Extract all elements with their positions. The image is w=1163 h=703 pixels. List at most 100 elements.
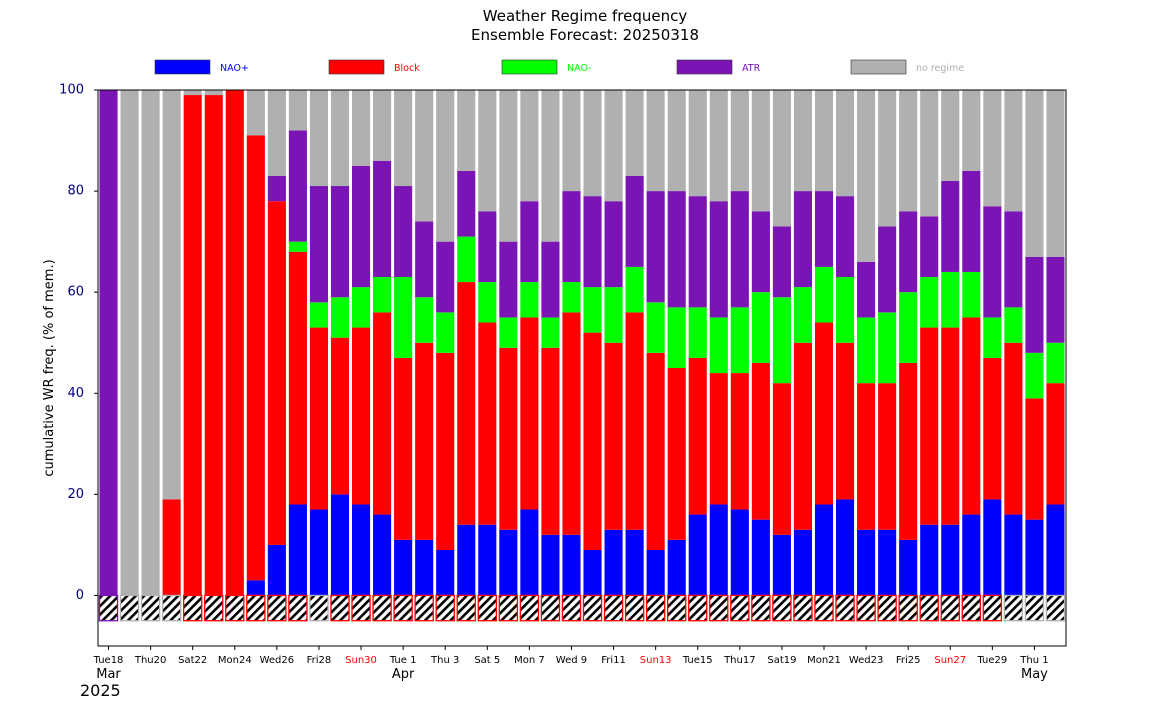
- bar-segment: [562, 282, 581, 313]
- bar-segment: [246, 135, 265, 581]
- month-label: May: [1021, 667, 1048, 682]
- bar-segment: [394, 277, 413, 358]
- regime-indicator: [456, 594, 476, 622]
- bar-segment: [288, 241, 307, 252]
- bar-segment: [857, 529, 876, 596]
- bar-segment: [99, 90, 118, 596]
- bar-segment: [541, 241, 560, 318]
- bar-segment: [351, 327, 371, 505]
- bar-segment: [814, 90, 834, 192]
- bar-segment: [478, 524, 497, 596]
- bar-segment: [1046, 383, 1065, 505]
- bar-segment: [646, 191, 665, 303]
- legend-swatch: [676, 59, 733, 75]
- bar-segment: [878, 529, 897, 596]
- regime-indicator: [982, 594, 1003, 622]
- bar-segment: [183, 95, 202, 596]
- bar-segment: [457, 524, 476, 596]
- bar-segment: [793, 342, 813, 530]
- regime-indicator: [1045, 594, 1066, 622]
- bar-segment: [962, 271, 981, 318]
- x-tick-label: Tue15: [682, 655, 713, 666]
- bar-segment: [646, 352, 665, 550]
- bar-segment: [772, 534, 791, 596]
- bar-segment: [436, 90, 455, 242]
- bar-segment: [373, 312, 392, 515]
- bar-segment: [604, 287, 623, 343]
- regime-indicator: [140, 594, 161, 622]
- bar-segment: [267, 90, 286, 176]
- x-axis: Tue18 Thu20 Sat22 Mon24 Wed26 Fri28 Sun30 Tue 1…: [80, 646, 1049, 700]
- bar-segment: [983, 357, 1002, 500]
- bar-segment: [962, 514, 981, 596]
- regime-indicator: [435, 594, 455, 622]
- bar-segment: [1025, 519, 1044, 596]
- regime-indicator: [603, 594, 624, 622]
- x-tick-label: Sun30: [345, 655, 377, 666]
- regime-indicator: [709, 594, 729, 622]
- bar-segment: [625, 90, 644, 176]
- bar-segment: [562, 534, 581, 596]
- legend-swatch: [850, 59, 907, 75]
- bar-segment: [857, 90, 876, 262]
- legend-swatch: [328, 59, 385, 75]
- bar-segment: [983, 317, 1002, 358]
- regime-indicator: [225, 594, 245, 622]
- x-tick-label: Thu 1: [1019, 655, 1048, 666]
- regime-indicator: [498, 594, 519, 622]
- bar-segment: [351, 504, 371, 596]
- bar-segment: [288, 130, 307, 242]
- bar-segment: [330, 90, 350, 187]
- bar-segment: [941, 180, 960, 272]
- bar-segment: [141, 90, 160, 596]
- x-tick-label: Sat22: [178, 655, 207, 666]
- bar-segment: [457, 170, 476, 237]
- regime-indicator: [288, 594, 308, 622]
- bar-segment: [478, 211, 497, 283]
- x-tick-label: Sat19: [767, 655, 796, 666]
- bar-segment: [604, 90, 623, 202]
- bar-segment: [351, 287, 371, 328]
- bar-segment: [436, 241, 455, 313]
- y-tick-label: 100: [59, 83, 84, 98]
- bar-segment: [1025, 352, 1044, 399]
- regime-indicator: [624, 594, 645, 622]
- bar-segment: [520, 317, 539, 510]
- bar-segment: [920, 327, 939, 525]
- bar-segment: [1046, 90, 1065, 257]
- bar-segment: [751, 90, 770, 212]
- bar-segment: [499, 347, 518, 530]
- x-tick-label: Tue18: [93, 655, 124, 666]
- bar-segment: [899, 90, 918, 212]
- bar-segment: [351, 165, 371, 288]
- legend-label: NAO-: [567, 63, 592, 74]
- bar-segment: [941, 524, 960, 596]
- regime-indicator: [351, 594, 371, 622]
- y-axis-label: cumulative WR freq. (% of mem.): [42, 259, 57, 476]
- bar-segment: [835, 90, 855, 197]
- bar-segment: [120, 90, 139, 596]
- bar-segment: [478, 322, 497, 525]
- bar-segment: [667, 307, 686, 368]
- bar-segment: [646, 302, 665, 353]
- x-tick-label: Wed 9: [556, 655, 587, 666]
- x-tick-label: Thu17: [723, 655, 756, 666]
- bar-segment: [667, 90, 686, 192]
- bar-segment: [457, 282, 476, 525]
- bar-segment: [520, 201, 539, 283]
- regime-indicator: [372, 594, 392, 622]
- bar-segment: [688, 90, 707, 197]
- y-tick-label: 20: [67, 487, 84, 502]
- bar-area: [99, 90, 1065, 596]
- bar-segment: [941, 90, 960, 181]
- x-tick-label: Thu 3: [430, 655, 459, 666]
- regime-indicator: [919, 594, 939, 622]
- bar-segment: [772, 383, 791, 535]
- regime-indicator: [898, 594, 918, 622]
- regime-indicator: [814, 594, 834, 622]
- bar-segment: [583, 196, 602, 288]
- bar-segment: [373, 277, 392, 313]
- bar-segment: [562, 90, 581, 192]
- bar-segment: [394, 186, 413, 278]
